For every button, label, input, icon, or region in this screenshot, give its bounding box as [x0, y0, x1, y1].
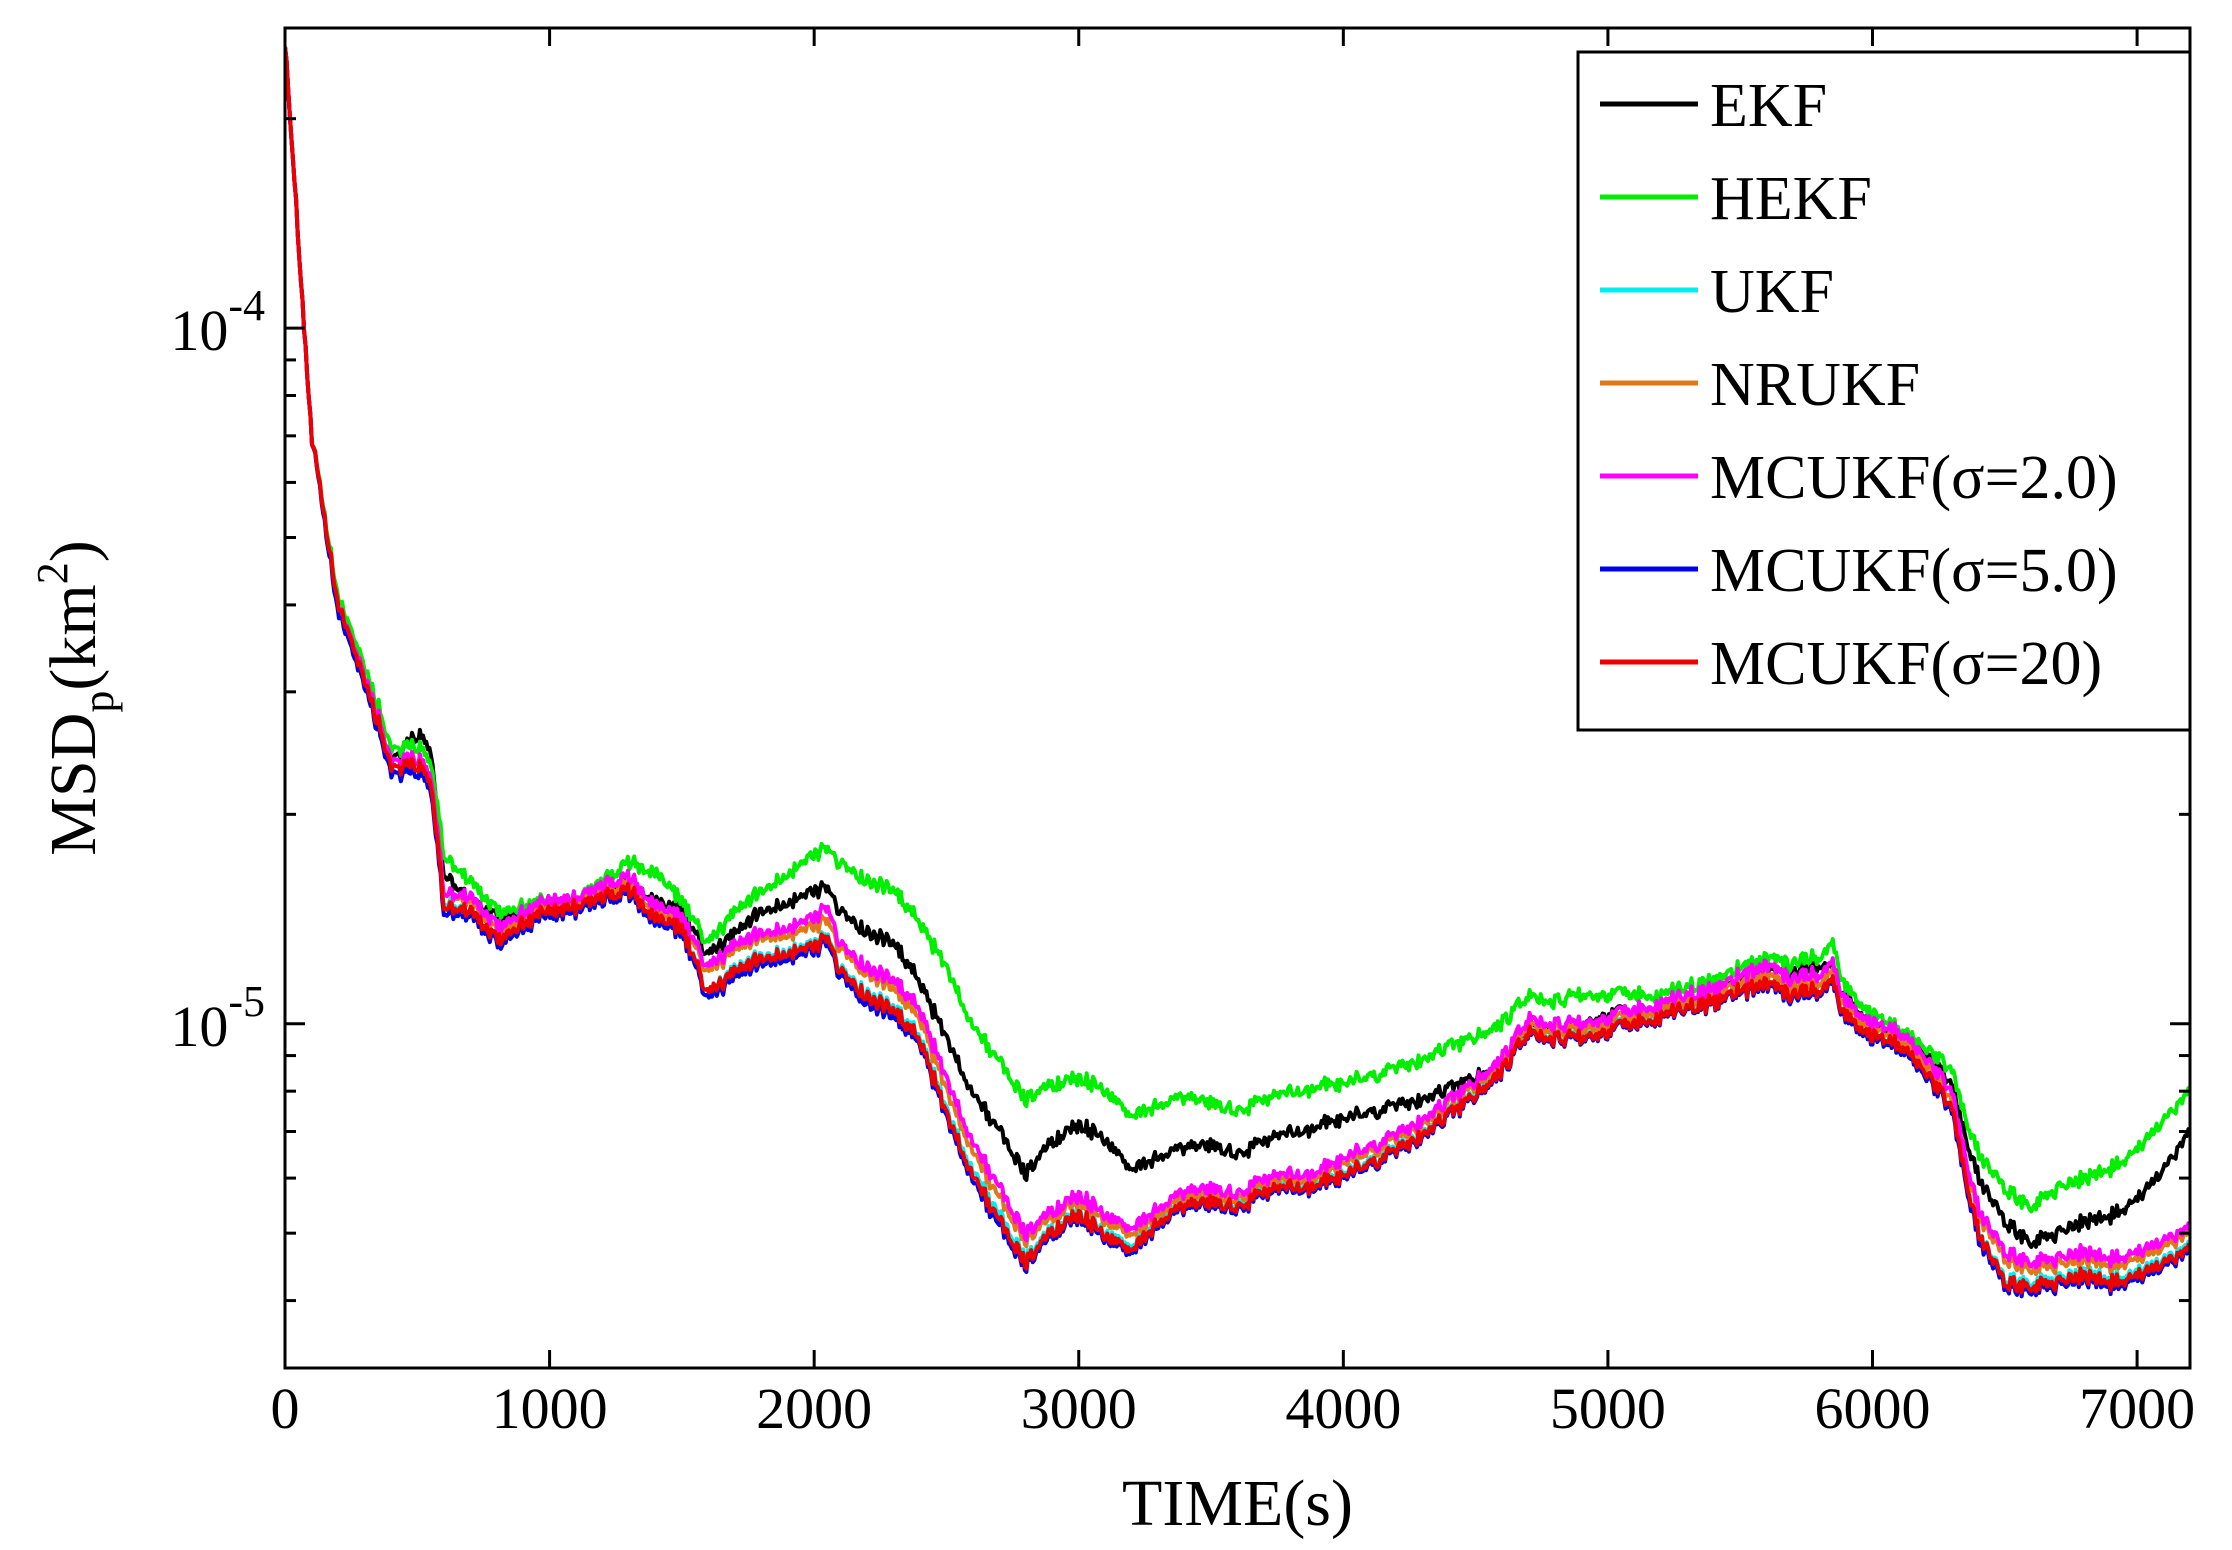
x-tick-label: 0 — [271, 1376, 300, 1441]
x-tick-label: 6000 — [1815, 1376, 1931, 1441]
x-axis-title: TIME(s) — [1122, 1467, 1353, 1540]
y-axis-title-sub: p — [74, 691, 123, 713]
x-tick-label: 3000 — [1021, 1376, 1137, 1441]
legend-label: HEKF — [1710, 165, 1872, 233]
x-tick-label: 7000 — [2079, 1376, 2195, 1441]
legend-label: MCUKF(σ=20) — [1710, 630, 2102, 698]
y-axis-title: MSDp(km2) — [28, 540, 123, 855]
y-axis-title-post: ) — [37, 540, 110, 562]
x-tick-label: 2000 — [756, 1376, 872, 1441]
series-line-6 — [285, 46, 2190, 1295]
x-tick-label: 1000 — [492, 1376, 608, 1441]
series-layer — [285, 46, 2190, 1299]
y-axis-title-sup: 2 — [28, 562, 77, 584]
y-axis-title-pre: (km — [37, 584, 110, 690]
y-tick-label: 10-5 — [170, 977, 265, 1059]
legend-box — [1576, 50, 2192, 732]
legend-label: NRUKF — [1710, 351, 1920, 419]
x-tick-label: 5000 — [1550, 1376, 1666, 1441]
x-tick-label: 4000 — [1285, 1376, 1401, 1441]
y-axis-title-main: MSD — [37, 713, 110, 856]
legend: EKF HEKF UKF NRUKF MCUKF(σ=2.0) MCUKF(σ=5.0) M… — [1576, 50, 2192, 732]
legend-label: MCUKF(σ=5.0) — [1710, 537, 2118, 605]
legend-label: EKF — [1710, 72, 1827, 140]
y-tick-label: 10-4 — [170, 281, 265, 363]
legend-label: UKF — [1710, 258, 1834, 326]
x-ticks: 0 1000 2000 3000 4000 5000 6000 7000 — [271, 28, 2195, 1441]
legend-label: MCUKF(σ=2.0) — [1710, 444, 2118, 512]
